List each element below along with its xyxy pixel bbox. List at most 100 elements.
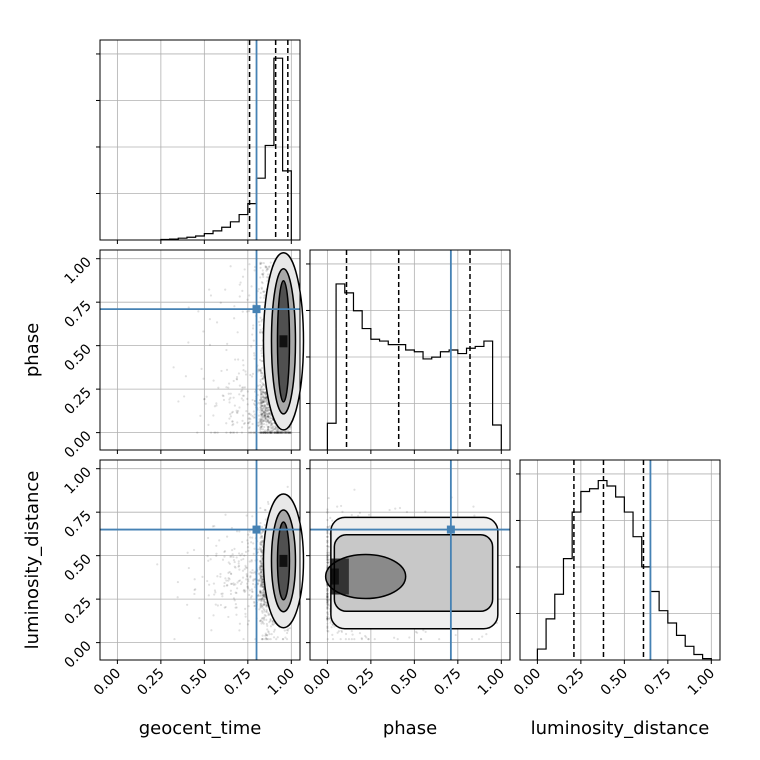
sample-point <box>229 392 232 395</box>
sample-point <box>259 419 262 422</box>
sample-point <box>264 416 267 420</box>
sample-point <box>258 423 262 426</box>
sample-point <box>272 630 276 633</box>
sample-point <box>236 411 239 414</box>
sample-point <box>275 431 278 434</box>
sample-point <box>261 400 265 404</box>
sample-point <box>240 397 243 400</box>
sample-point <box>219 575 222 578</box>
sample-point <box>262 272 265 275</box>
sample-point <box>259 521 262 525</box>
sample-point <box>260 349 263 352</box>
sample-point <box>268 429 271 432</box>
sample-point <box>268 421 271 424</box>
sample-point <box>265 622 268 626</box>
sample-point <box>253 604 256 607</box>
sample-point <box>223 584 226 588</box>
sample-point <box>271 623 274 626</box>
sample-point <box>284 431 287 434</box>
sample-point <box>259 421 262 424</box>
sample-point <box>263 603 266 607</box>
sample-point <box>207 559 210 562</box>
sample-point <box>215 552 218 555</box>
sample-point <box>269 618 272 621</box>
sample-point <box>326 616 329 620</box>
sample-point <box>422 629 425 632</box>
sample-point <box>262 398 265 402</box>
sample-point <box>278 431 281 434</box>
sample-point <box>272 431 275 434</box>
sample-point <box>261 581 265 584</box>
sample-point <box>259 398 262 402</box>
sample-point <box>269 431 272 434</box>
sample-point <box>259 590 262 594</box>
sample-point <box>274 431 277 434</box>
sample-point <box>264 518 267 521</box>
sample-point <box>264 431 267 434</box>
sample-point <box>247 578 250 581</box>
sample-point <box>213 431 216 434</box>
sample-point <box>237 409 240 413</box>
sample-point <box>246 298 249 301</box>
sample-point <box>257 320 261 323</box>
sample-point <box>243 386 247 389</box>
sample-point <box>258 566 261 570</box>
sample-point <box>261 621 264 624</box>
sample-point <box>326 508 329 511</box>
sample-point <box>237 560 240 563</box>
sample-point <box>252 431 255 434</box>
sample-point <box>261 416 265 419</box>
sample-point <box>253 269 256 272</box>
sample-point <box>264 410 267 414</box>
sample-point <box>259 584 262 587</box>
sample-point <box>276 431 279 434</box>
sample-point <box>261 399 264 402</box>
sample-point <box>261 377 264 380</box>
sample-point <box>344 632 348 636</box>
sample-point <box>326 551 329 554</box>
sample-point <box>262 422 266 426</box>
sample-point <box>196 431 199 434</box>
sample-point <box>258 566 262 569</box>
sample-point <box>259 369 262 372</box>
sample-point <box>241 389 244 392</box>
sample-point <box>326 603 329 606</box>
sample-point <box>262 400 265 404</box>
sample-point <box>264 400 267 404</box>
sample-point <box>394 507 397 510</box>
sample-point <box>259 592 262 595</box>
sample-point <box>290 431 293 434</box>
sample-point <box>262 591 265 594</box>
sample-point <box>244 373 248 376</box>
sample-point <box>249 431 252 434</box>
sample-point <box>233 560 236 564</box>
sample-point <box>194 588 197 591</box>
sample-point <box>279 431 282 434</box>
sample-point <box>267 428 270 431</box>
sample-point <box>267 415 270 418</box>
sample-point <box>259 602 262 605</box>
sample-point <box>260 352 263 355</box>
sample-point <box>283 431 287 434</box>
sample-point <box>248 263 251 266</box>
sample-point <box>243 268 246 271</box>
sample-point <box>257 421 260 424</box>
sample-point <box>259 401 262 405</box>
sample-point <box>264 265 267 268</box>
sample-point <box>260 401 263 405</box>
sample-point <box>257 579 260 582</box>
sample-point <box>260 569 263 572</box>
sample-point <box>231 553 234 556</box>
sample-point <box>257 582 260 585</box>
sample-point <box>289 426 292 429</box>
sample-point <box>229 415 233 418</box>
sample-point <box>244 589 247 592</box>
sample-point <box>213 525 216 528</box>
sample-point <box>263 414 266 417</box>
sample-point <box>289 427 292 430</box>
sample-point <box>232 597 236 600</box>
sample-point <box>396 638 399 641</box>
sample-point <box>237 358 240 361</box>
sample-point <box>326 606 329 609</box>
sample-point <box>208 317 211 321</box>
